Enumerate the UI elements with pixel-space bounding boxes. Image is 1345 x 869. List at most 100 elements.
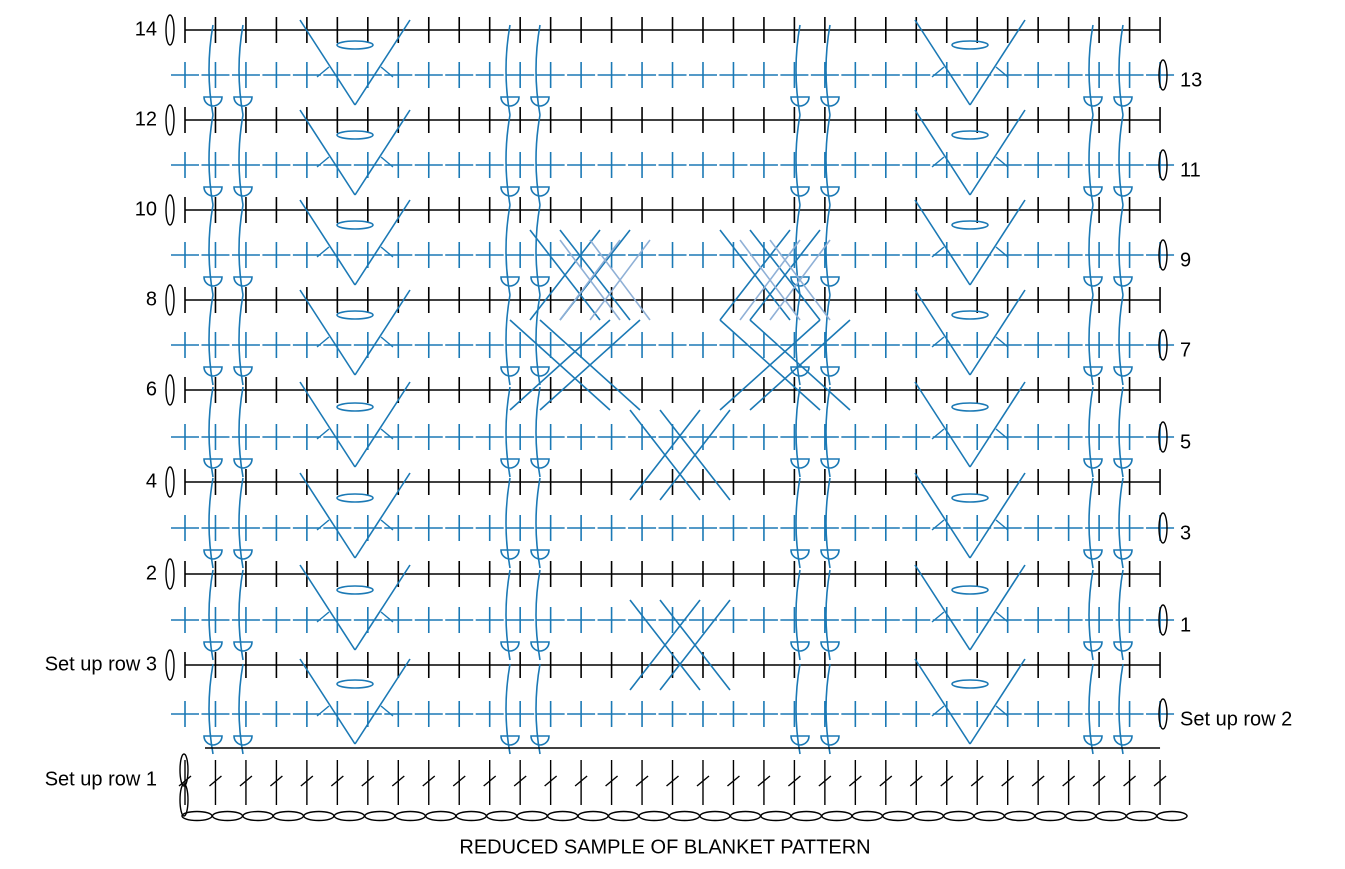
post-hook xyxy=(1083,96,1103,107)
caption: REDUCED SAMPLE OF BLANKET PATTERN xyxy=(459,836,870,858)
stitch xyxy=(299,658,356,745)
post-stitch xyxy=(208,294,214,386)
stitch xyxy=(969,19,1026,106)
stitch xyxy=(914,19,971,106)
post-hook xyxy=(530,549,550,560)
stitch xyxy=(316,519,330,531)
post-hook xyxy=(820,186,840,197)
post-hook xyxy=(500,96,520,107)
row-label: Set up row 2 xyxy=(1180,708,1292,730)
post-stitch xyxy=(1118,386,1124,478)
post-stitch xyxy=(208,114,214,206)
post-stitch xyxy=(1118,114,1124,206)
chain xyxy=(577,810,609,822)
post-stitch xyxy=(535,477,541,569)
stitch xyxy=(354,109,411,196)
stitch xyxy=(354,472,411,559)
post-stitch xyxy=(505,24,511,116)
turning-chain xyxy=(1158,149,1168,181)
post-stitch xyxy=(535,569,541,661)
v-oval xyxy=(336,310,374,320)
post-hook xyxy=(790,366,810,377)
post-stitch xyxy=(1118,477,1124,569)
turning-chain xyxy=(165,104,175,136)
post-stitch xyxy=(208,663,214,755)
post-hook xyxy=(203,458,223,469)
post-stitch xyxy=(505,569,511,661)
stitch xyxy=(931,428,945,440)
post-stitch xyxy=(208,569,214,661)
stitch xyxy=(452,775,466,787)
post-hook xyxy=(1083,641,1103,652)
stitch xyxy=(995,611,1009,623)
post-hook xyxy=(203,96,223,107)
post-stitch xyxy=(825,663,831,755)
chain xyxy=(1095,810,1127,822)
stitch xyxy=(931,705,945,717)
stitch xyxy=(1092,775,1106,787)
stitch xyxy=(749,319,851,411)
row-label: Set up row 1 xyxy=(45,768,157,790)
post-hook xyxy=(790,186,810,197)
stitch xyxy=(931,611,945,623)
stitch xyxy=(354,564,411,651)
post-hook xyxy=(1083,366,1103,377)
post-hook xyxy=(820,276,840,287)
stitch xyxy=(589,239,651,321)
v-oval xyxy=(336,40,374,50)
stitch xyxy=(969,658,1026,745)
stitch xyxy=(316,66,330,78)
turning-chain xyxy=(165,374,175,406)
post-stitch xyxy=(825,24,831,116)
v-oval xyxy=(951,310,989,320)
stitch xyxy=(380,611,394,623)
post-stitch xyxy=(208,477,214,569)
stitch xyxy=(914,199,971,286)
post-stitch xyxy=(1088,204,1094,296)
stitch xyxy=(299,289,356,376)
row-label: 13 xyxy=(1180,69,1202,91)
post-hook xyxy=(500,366,520,377)
row-label: 9 xyxy=(1180,249,1191,271)
chain xyxy=(516,810,548,822)
stitch xyxy=(995,428,1009,440)
stitch xyxy=(354,199,411,286)
post-stitch xyxy=(1118,204,1124,296)
post-hook xyxy=(1113,458,1133,469)
post-stitch xyxy=(238,204,244,296)
post-stitch xyxy=(795,663,801,755)
post-stitch xyxy=(535,386,541,478)
stitch xyxy=(914,658,971,745)
post-hook xyxy=(790,641,810,652)
post-stitch xyxy=(505,386,511,478)
post-hook xyxy=(530,366,550,377)
chain xyxy=(790,810,823,822)
stitch xyxy=(513,775,527,787)
post-stitch xyxy=(1118,663,1124,755)
post-hook xyxy=(203,276,223,287)
post-stitch xyxy=(238,477,244,569)
post-stitch xyxy=(238,569,244,661)
stitch xyxy=(969,472,1026,559)
stitch xyxy=(1123,775,1137,787)
v-oval xyxy=(336,130,374,140)
post-hook xyxy=(233,96,253,107)
post-stitch xyxy=(535,114,541,206)
chain xyxy=(242,810,274,822)
post-hook xyxy=(203,366,223,377)
stitch xyxy=(299,199,356,286)
post-stitch xyxy=(208,24,214,116)
stitch xyxy=(559,239,621,321)
turning-chain xyxy=(1158,59,1168,91)
turning-chain xyxy=(179,753,189,787)
post-hook xyxy=(790,458,810,469)
post-stitch xyxy=(505,114,511,206)
post-stitch xyxy=(1088,477,1094,569)
stitch xyxy=(749,229,821,321)
post-stitch xyxy=(238,294,244,386)
chain xyxy=(546,810,579,822)
chain xyxy=(364,810,396,822)
stitch xyxy=(995,246,1009,258)
stitch xyxy=(719,229,791,321)
stitch xyxy=(330,775,344,787)
